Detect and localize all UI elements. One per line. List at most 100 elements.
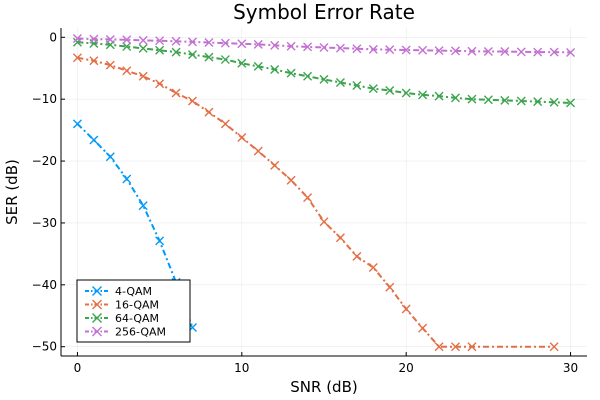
y-tick-label-1: −10	[32, 92, 57, 106]
point-256-QAM-4	[138, 35, 148, 45]
series-4-QAM	[72, 119, 197, 333]
point-64-QAM-17	[352, 81, 362, 91]
point-16-QAM-13	[286, 175, 296, 185]
point-16-QAM-9	[220, 119, 230, 129]
x-tick-label-0: 0	[74, 361, 82, 375]
legend-label-4-QAM: 4-QAM	[115, 285, 152, 298]
point-16-QAM-1	[89, 56, 99, 66]
series-layer	[72, 34, 576, 352]
point-4-QAM-5	[155, 236, 165, 246]
series-line-64-QAM	[77, 41, 571, 104]
point-64-QAM-19	[385, 86, 395, 96]
point-64-QAM-22	[434, 91, 444, 101]
point-64-QAM-11	[253, 61, 263, 71]
point-16-QAM-21	[418, 323, 428, 333]
chart-title: Symbol Error Rate	[233, 0, 415, 24]
legend-marker-64-QAM	[92, 313, 102, 323]
point-64-QAM-29	[549, 97, 559, 107]
point-16-QAM-4	[138, 71, 148, 81]
legend-marker-256-QAM	[92, 326, 102, 337]
point-256-QAM-27	[516, 47, 526, 57]
point-16-QAM-8	[204, 107, 214, 117]
point-16-QAM-15	[319, 217, 329, 227]
point-16-QAM-16	[335, 233, 345, 243]
point-256-QAM-18	[368, 44, 378, 54]
legend-marker-4-QAM	[92, 286, 102, 296]
x-tick-label-3: 30	[563, 361, 578, 375]
point-256-QAM-20	[401, 45, 411, 55]
y-tick-label-0: 0	[49, 30, 57, 44]
x-tick-label-2: 20	[399, 361, 414, 375]
legend-label-16-QAM: 16-QAM	[115, 299, 159, 312]
point-64-QAM-28	[533, 97, 543, 107]
point-64-QAM-4	[138, 43, 148, 53]
point-256-QAM-21	[418, 45, 428, 55]
point-64-QAM-18	[368, 84, 378, 94]
point-64-QAM-8	[204, 52, 214, 62]
point-64-QAM-16	[335, 77, 345, 87]
point-64-QAM-6	[171, 47, 181, 57]
point-256-QAM-5	[155, 36, 165, 46]
point-64-QAM-7	[188, 50, 197, 60]
point-256-QAM-26	[500, 47, 510, 57]
point-256-QAM-13	[286, 41, 296, 51]
series-line-16-QAM	[77, 56, 555, 348]
point-64-QAM-9	[220, 55, 230, 65]
point-16-QAM-22	[434, 342, 444, 352]
point-64-QAM-5	[155, 45, 165, 55]
point-64-QAM-27	[516, 96, 526, 106]
point-256-QAM-12	[270, 40, 280, 50]
point-16-QAM-18	[368, 263, 378, 272]
axes	[60, 28, 587, 357]
series-256-QAM	[72, 34, 576, 57]
point-256-QAM-15	[319, 42, 329, 52]
y-ticks: 0 −10 −20 −30 −40 −50	[32, 30, 65, 354]
legend-label-64-QAM: 64-QAM	[115, 312, 159, 325]
point-16-QAM-23	[451, 342, 460, 352]
point-256-QAM-16	[335, 43, 345, 53]
point-256-QAM-9	[220, 38, 230, 48]
point-256-QAM-30	[566, 47, 576, 57]
point-16-QAM-12	[270, 160, 280, 170]
point-64-QAM-14	[303, 71, 313, 81]
point-16-QAM-11	[253, 146, 263, 156]
point-256-QAM-0	[72, 34, 82, 44]
point-16-QAM-2	[105, 60, 115, 70]
point-256-QAM-3	[122, 35, 132, 45]
x-tick-label-1: 10	[234, 361, 249, 375]
point-256-QAM-8	[204, 38, 214, 48]
point-16-QAM-5	[155, 79, 165, 89]
y-tick-label-2: −20	[32, 154, 57, 168]
point-4-QAM-4	[138, 201, 148, 211]
point-256-QAM-14	[303, 42, 313, 52]
y-axis-label: SER (dB)	[3, 159, 21, 225]
series-64-QAM	[72, 37, 576, 108]
point-4-QAM-3	[122, 174, 132, 184]
y-tick-label-5: −50	[32, 340, 57, 354]
point-4-QAM-0	[72, 119, 82, 129]
y-tick-label-3: −30	[32, 216, 57, 230]
x-ticks: 0 10 20 30	[74, 352, 578, 375]
point-64-QAM-30	[566, 98, 576, 108]
point-16-QAM-24	[467, 342, 477, 352]
series-line-4-QAM	[76, 123, 194, 328]
y-tick-label-4: −40	[32, 278, 57, 292]
point-256-QAM-23	[451, 46, 460, 56]
point-16-QAM-17	[352, 251, 362, 261]
point-16-QAM-0	[72, 53, 82, 63]
point-64-QAM-25	[483, 95, 493, 105]
point-16-QAM-19	[385, 282, 395, 292]
point-16-QAM-7	[188, 96, 197, 106]
point-256-QAM-7	[188, 37, 197, 47]
point-16-QAM-6	[171, 88, 181, 98]
point-256-QAM-25	[483, 47, 493, 57]
point-256-QAM-6	[171, 36, 181, 46]
point-16-QAM-3	[122, 66, 132, 76]
point-256-QAM-29	[549, 47, 559, 57]
point-16-QAM-10	[237, 133, 247, 143]
point-256-QAM-19	[385, 45, 395, 55]
point-4-QAM-1	[89, 135, 99, 145]
legend-label-256-QAM: 256-QAM	[115, 326, 166, 339]
point-256-QAM-2	[105, 34, 115, 44]
